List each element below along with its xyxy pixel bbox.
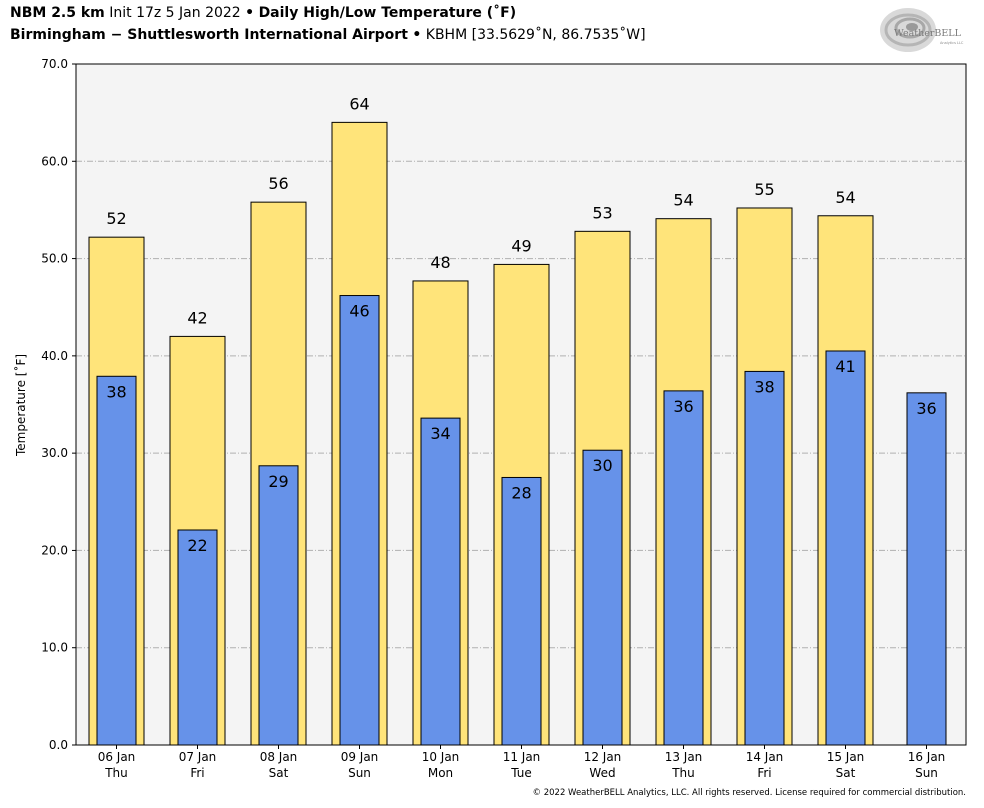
low-temp-label: 28 bbox=[511, 483, 531, 502]
high-temp-label: 55 bbox=[754, 180, 774, 199]
x-tick-date: 09 Jan bbox=[341, 750, 379, 764]
bars: 52 38 42 22 56 29 64 46 48 34 49 28 53 30 54 36 55 38 54 41… bbox=[88, 94, 947, 746]
low-temp-bar bbox=[339, 295, 380, 746]
x-tick-date: 08 Jan bbox=[260, 750, 298, 764]
low-temp-label: 30 bbox=[592, 456, 612, 475]
header-line-2: Birmingham − Shuttlesworth International… bbox=[10, 27, 646, 43]
y-tick-label: 70.0 bbox=[41, 57, 68, 71]
high-temp-label: 53 bbox=[592, 203, 612, 222]
high-temp-label: 56 bbox=[268, 174, 288, 193]
high-temp-label: 54 bbox=[835, 188, 855, 207]
low-temp-bar bbox=[420, 417, 461, 746]
x-tick-date: 15 Jan bbox=[827, 750, 865, 764]
x-tick-day: Sun bbox=[915, 766, 938, 780]
low-temp-label: 22 bbox=[187, 536, 207, 555]
x-tick-day: Sat bbox=[269, 766, 289, 780]
separator: • bbox=[245, 5, 255, 21]
low-temp-bar bbox=[501, 476, 542, 746]
low-temp-label: 36 bbox=[673, 397, 693, 416]
product-title: Daily High/Low Temperature (˚F) bbox=[258, 5, 517, 21]
low-temp-label: 38 bbox=[754, 377, 774, 396]
x-tick-day: Mon bbox=[428, 766, 453, 780]
high-temp-label: 49 bbox=[511, 236, 531, 255]
low-temp-bar bbox=[177, 529, 218, 746]
low-temp-label: 46 bbox=[349, 302, 369, 321]
low-temp-bar bbox=[258, 465, 299, 746]
weatherbell-logo: WeatherBELL Analytics LLC bbox=[880, 8, 964, 52]
low-temp-bar bbox=[825, 350, 866, 746]
x-tick-day: Sun bbox=[348, 766, 371, 780]
station-coords: KBHM [33.5629˚N, 86.7535˚W] bbox=[425, 27, 646, 43]
y-tick-label: 60.0 bbox=[41, 154, 68, 168]
high-temp-label: 54 bbox=[673, 191, 693, 210]
x-tick-date: 10 Jan bbox=[422, 750, 460, 764]
header-line-1: NBM 2.5 km Init 17z 5 Jan 2022 • Daily H… bbox=[10, 5, 516, 21]
low-temp-label: 41 bbox=[835, 357, 855, 376]
x-tick-date: 13 Jan bbox=[665, 750, 703, 764]
high-temp-label: 48 bbox=[430, 253, 450, 272]
x-tick-date: 14 Jan bbox=[746, 750, 784, 764]
high-temp-label: 52 bbox=[106, 209, 126, 228]
copyright-notice: © 2022 WeatherBELL Analytics, LLC. All r… bbox=[532, 788, 966, 798]
separator: • bbox=[412, 27, 422, 43]
low-temp-bar bbox=[906, 392, 947, 746]
low-temp-label: 29 bbox=[268, 472, 288, 491]
x-tick-day: Fri bbox=[190, 766, 204, 780]
y-tick-label: 0.0 bbox=[49, 738, 68, 752]
x-tick-date: 12 Jan bbox=[584, 750, 622, 764]
high-temp-label: 42 bbox=[187, 308, 207, 327]
init-time: Init 17z 5 Jan 2022 bbox=[109, 5, 241, 21]
low-temp-label: 36 bbox=[916, 399, 936, 418]
logo-text: WeatherBELL bbox=[894, 28, 962, 39]
y-axis-label: Temperature [˚F] bbox=[13, 354, 28, 457]
x-tick-day: Thu bbox=[671, 766, 695, 780]
y-tick-label: 10.0 bbox=[41, 641, 68, 655]
y-tick-label: 50.0 bbox=[41, 252, 68, 266]
low-temp-bar bbox=[582, 449, 623, 746]
low-temp-label: 34 bbox=[430, 424, 450, 443]
axes: 0.0 10.0 20.0 30.0 40.0 50.0 60.0 70.0 06 Jan Thu… bbox=[41, 57, 945, 780]
y-tick-label: 30.0 bbox=[41, 446, 68, 460]
y-tick-label: 40.0 bbox=[41, 349, 68, 363]
station-name: Birmingham − Shuttlesworth International… bbox=[10, 27, 408, 43]
x-tick-day: Fri bbox=[757, 766, 771, 780]
logo-subtext: Analytics LLC bbox=[940, 41, 964, 45]
x-tick-day: Thu bbox=[104, 766, 128, 780]
x-tick-date: 06 Jan bbox=[98, 750, 136, 764]
x-tick-day: Wed bbox=[589, 766, 615, 780]
x-tick-day: Sat bbox=[836, 766, 856, 780]
model-name: NBM 2.5 km bbox=[10, 5, 105, 21]
x-tick-date: 16 Jan bbox=[908, 750, 946, 764]
low-temp-bar bbox=[96, 375, 137, 746]
low-temp-label: 38 bbox=[106, 382, 126, 401]
y-tick-label: 20.0 bbox=[41, 543, 68, 557]
high-temp-label: 64 bbox=[349, 94, 369, 113]
low-temp-bar bbox=[663, 390, 704, 746]
x-tick-date: 07 Jan bbox=[179, 750, 217, 764]
low-temp-bar bbox=[744, 370, 785, 746]
x-tick-day: Tue bbox=[510, 766, 532, 780]
x-tick-date: 11 Jan bbox=[503, 750, 541, 764]
